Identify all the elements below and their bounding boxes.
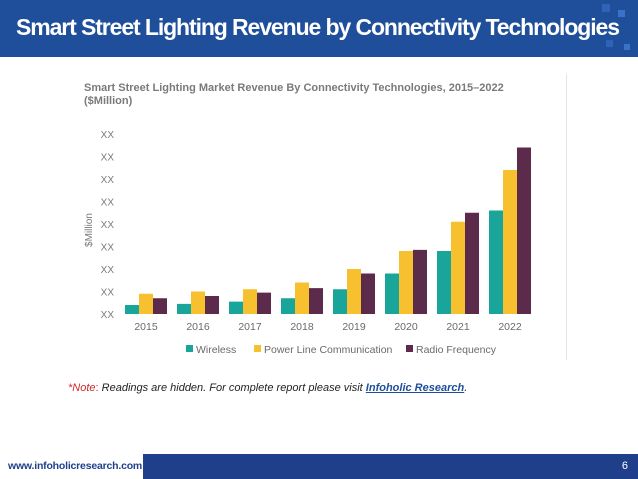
note-end: . xyxy=(464,382,468,394)
bar-radio-frequency-2018 xyxy=(309,288,323,314)
x-tick-label: 2019 xyxy=(342,321,366,333)
bar-power-line-communication-2017 xyxy=(243,289,257,314)
note-body: Readings are hidden. For complete report… xyxy=(98,382,366,394)
note-text: *Note: Readings are hidden. For complete… xyxy=(68,382,467,394)
legend-swatch xyxy=(254,345,261,352)
bar-wireless-2020 xyxy=(385,273,399,314)
y-tick-label: XX xyxy=(101,243,115,254)
footer-url-link[interactable]: www.infoholicresearch.com xyxy=(0,454,143,479)
bar-wireless-2022 xyxy=(489,210,503,314)
legend-swatch xyxy=(186,345,193,352)
x-tick-label: 2018 xyxy=(290,321,314,333)
bar-wireless-2018 xyxy=(281,298,295,314)
bar-wireless-2015 xyxy=(125,305,139,314)
bar-chart: XX XX XX XX XX XX XX XX XX 2015 2016 2017 2018 2019 2… xyxy=(84,130,531,356)
y-tick-label: XX xyxy=(101,198,115,209)
x-tick-label: 2016 xyxy=(186,321,210,333)
bar-wireless-2016 xyxy=(177,303,191,314)
bar-wireless-2019 xyxy=(333,289,347,314)
bar-radio-frequency-2015 xyxy=(153,298,167,314)
x-tick-label: 2022 xyxy=(498,321,522,333)
bar-radio-frequency-2021 xyxy=(465,212,479,314)
page-number: 6 xyxy=(621,460,628,472)
bar-wireless-2021 xyxy=(437,251,451,314)
y-tick-label: XX xyxy=(101,310,115,321)
x-tick-label: 2021 xyxy=(446,321,470,333)
note-colon: : xyxy=(95,382,99,394)
chart-title: Smart Street Lighting Market Revenue By … xyxy=(84,82,504,107)
legend-swatch xyxy=(406,345,413,352)
y-tick-label: XX xyxy=(101,265,115,276)
y-tick-label: XX xyxy=(101,175,115,186)
bar-power-line-communication-2020 xyxy=(399,251,413,314)
y-axis-label: $Million xyxy=(84,213,95,247)
x-tick-label: 2015 xyxy=(134,321,158,333)
legend-label: Wireless xyxy=(196,344,236,356)
y-tick-label: XX xyxy=(101,153,115,164)
y-tick-label: XX xyxy=(101,130,115,141)
bar-radio-frequency-2019 xyxy=(361,273,375,314)
decorative-squares xyxy=(596,0,638,57)
legend-label: Radio Frequency xyxy=(416,344,497,356)
bar-radio-frequency-2022 xyxy=(517,147,531,314)
y-tick-label: XX xyxy=(101,220,115,231)
x-tick-label: 2017 xyxy=(238,321,262,333)
x-tick-label: 2020 xyxy=(394,321,418,333)
bar-power-line-communication-2022 xyxy=(503,170,517,314)
chart-panel: Smart Street Lighting Market Revenue By … xyxy=(68,74,567,360)
bar-power-line-communication-2016 xyxy=(191,291,205,314)
y-tick-label: XX xyxy=(101,288,115,299)
bar-power-line-communication-2018 xyxy=(295,282,309,314)
header-bar: Smart Street Lighting Revenue by Connect… xyxy=(0,0,638,57)
bar-power-line-communication-2021 xyxy=(451,221,465,314)
bar-wireless-2017 xyxy=(229,301,243,314)
bar-radio-frequency-2017 xyxy=(257,292,271,314)
slide-title: Smart Street Lighting Revenue by Connect… xyxy=(16,14,620,40)
note-label: Note xyxy=(72,382,96,394)
legend-label: Power Line Communication xyxy=(264,344,393,356)
bar-radio-frequency-2016 xyxy=(205,296,219,314)
infoholic-research-link[interactable]: Infoholic Research xyxy=(365,382,465,394)
bar-power-line-communication-2015 xyxy=(139,293,153,314)
note-star: * xyxy=(68,382,73,394)
bar-power-line-communication-2019 xyxy=(347,269,361,314)
bar-radio-frequency-2020 xyxy=(413,249,427,314)
